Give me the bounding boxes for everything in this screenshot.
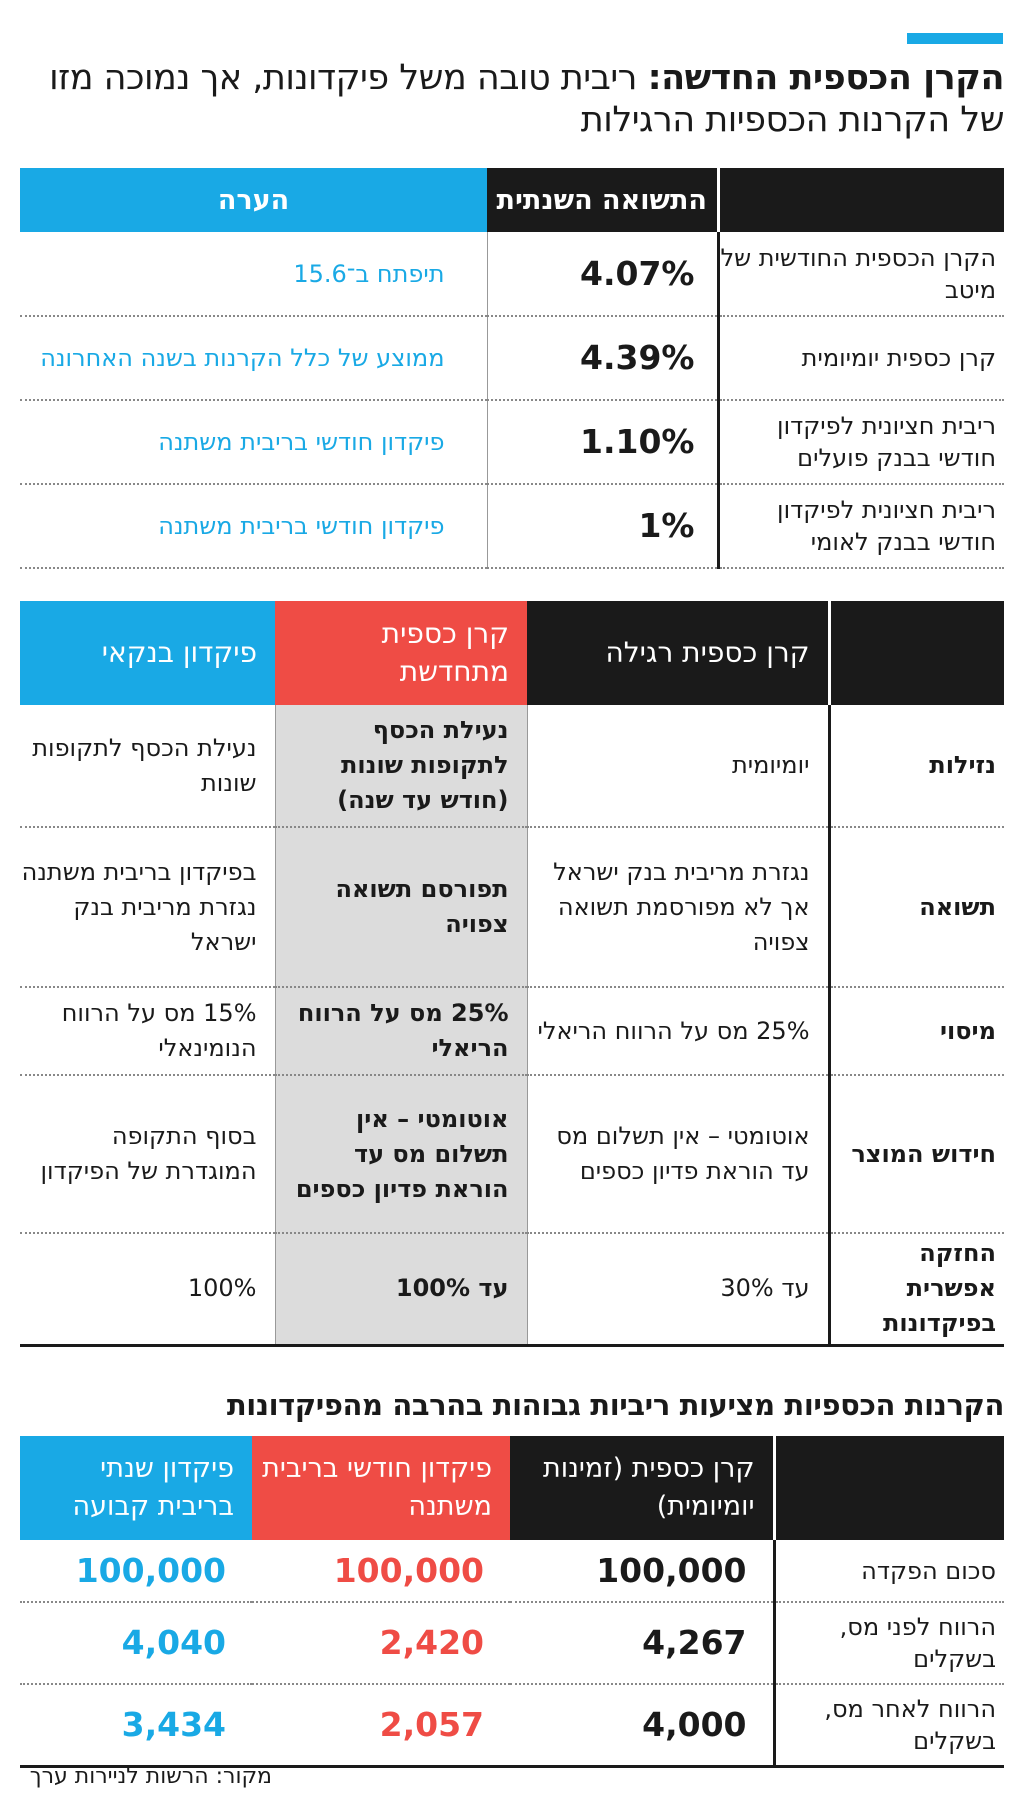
row-label: ריבית חציונית לפיקדון חודשי בבנק פועלים: [716, 400, 1004, 485]
table-row: הרווח לפני מס, בשקלים 4,267 2,420 4,040: [20, 1602, 1004, 1685]
annual-deposit-value: 100,000: [20, 1540, 252, 1603]
table-header-bank-deposit: פיקדון בנקאי: [20, 601, 275, 705]
bank-deposit-cell: 15% מס על הרווח הנומינאלי: [20, 987, 275, 1076]
source-credit: מקור: הרשות לניירות ערך: [29, 1764, 272, 1789]
row-value: 4.39%: [486, 316, 718, 401]
bank-deposit-cell: נעילת הכסף לתקופות שונות: [20, 705, 275, 828]
table-row: קרן כספית יומיומית 4.39% ממוצע של כלל הק…: [20, 316, 1004, 401]
table-header-regular-fund: קרן כספית רגילה: [527, 601, 831, 705]
row-value: 4.07%: [486, 232, 718, 317]
table-row: חידוש המוצר אוטומטי – אין תשלום מס עד הו…: [20, 1075, 1004, 1234]
table-header-annual-return: התשואה השנתית: [487, 168, 720, 232]
regular-fund-cell: 25% מס על הרווח הריאלי: [526, 987, 829, 1076]
renewing-fund-cell: עד 100%: [274, 1233, 527, 1347]
regular-fund-cell: יומיומית: [526, 705, 829, 828]
profit-comparison-table: קרן כספית (זמינות יומיומית) פיקדון חודשי…: [20, 1436, 1004, 1768]
row-value: 1.10%: [486, 400, 718, 485]
row-label: החזקה אפשרית בפיקדונות: [827, 1233, 1004, 1347]
table-header-blank: [774, 1436, 1004, 1540]
renewing-fund-cell: 25% מס על הרווח הריאלי: [274, 987, 527, 1076]
row-label: קרן כספית יומיומית: [716, 316, 1004, 401]
bank-deposit-cell: 100%: [20, 1233, 275, 1347]
regular-fund-cell: עד 30%: [526, 1233, 829, 1347]
bank-deposit-cell: בסוף התקופה המוגדרת של הפיקדון: [20, 1075, 275, 1234]
table-row: תשואה נגזרת מריבית בנק ישראל אך לא מפורס…: [20, 827, 1004, 988]
money-fund-value: 100,000: [510, 1540, 774, 1603]
money-fund-value: 4,000: [510, 1684, 774, 1768]
row-label: ריבית חציונית לפיקדון חודשי בבנק לאומי: [716, 484, 1004, 569]
section-title: הקרנות הכספיות מציעות ריביות גבוהות בהרב…: [226, 1388, 1005, 1422]
monthly-deposit-value: 2,420: [252, 1602, 510, 1685]
table-header-money-fund: קרן כספית (זמינות יומיומית): [510, 1436, 776, 1540]
row-label: תשואה: [827, 827, 1004, 988]
headline-rest: ריבית טובה משל פיקדונות, אך נמוכה מזו של…: [49, 58, 1004, 140]
table-header-note: הערה: [20, 168, 487, 232]
regular-fund-cell: נגזרת מריבית בנק ישראל אך לא מפורסמת תשו…: [526, 827, 829, 988]
table-row: הרווח לאחר מס, בשקלים 4,000 2,057 3,434: [20, 1684, 1004, 1768]
annual-deposit-value: 3,434: [20, 1684, 252, 1768]
row-note: פיקדון חודשי בריבית משתנה: [20, 400, 487, 485]
row-label: נזילות: [827, 705, 1004, 828]
table-header-blank: [718, 168, 1004, 232]
table-header-annual-deposit: פיקדון שנתי בריבית קבועה: [20, 1436, 252, 1540]
table-header-renewing-fund: קרן כספית מתחדשת: [275, 601, 527, 705]
row-label: סכום הפקדה: [772, 1540, 1004, 1603]
headline: הקרן הכספית החדשה: ריבית טובה משל פיקדונ…: [20, 57, 1004, 141]
table-row: החזקה אפשרית בפיקדונות עד 30% עד 100% 10…: [20, 1233, 1004, 1347]
accent-bar: [907, 33, 1003, 44]
monthly-deposit-value: 2,057: [252, 1684, 510, 1768]
row-note: ממוצע של כלל הקרנות בשנה האחרונה: [20, 316, 487, 401]
renewing-fund-cell: אוטומטי – אין תשלום מס עד הוראת פדיון כס…: [274, 1075, 527, 1234]
table-row: סכום הפקדה 100,000 100,000 100,000: [20, 1540, 1004, 1603]
table-header-row: התשואה השנתית הערה: [20, 168, 1004, 232]
row-value: 1%: [486, 484, 718, 569]
table-row: ריבית חציונית לפיקדון חודשי בבנק פועלים …: [20, 400, 1004, 485]
regular-fund-cell: אוטומטי – אין תשלום מס עד הוראת פדיון כס…: [526, 1075, 829, 1234]
row-label: הקרן הכספית החודשית של מיטב: [716, 232, 1004, 317]
table-row: הקרן הכספית החודשית של מיטב 4.07% תיפתח …: [20, 232, 1004, 317]
table-row: ריבית חציונית לפיקדון חודשי בבנק לאומי 1…: [20, 484, 1004, 569]
row-note: תיפתח ב־15.6: [20, 232, 487, 317]
monthly-deposit-value: 100,000: [252, 1540, 510, 1603]
money-fund-value: 4,267: [510, 1602, 774, 1685]
table-header-monthly-deposit: פיקדון חודשי בריבית משתנה: [252, 1436, 510, 1540]
annual-return-table: התשואה השנתית הערה הקרן הכספית החודשית ש…: [20, 168, 1004, 569]
table-row: נזילות יומיומית נעילת הכסף לתקופות שונות…: [20, 705, 1004, 828]
bank-deposit-cell: בפיקדון בריבית משתנה נגזרת מריבית בנק יש…: [20, 827, 275, 988]
row-label: הרווח לאחר מס, בשקלים: [772, 1684, 1004, 1768]
renewing-fund-cell: תפורסם תשואה צפויה: [274, 827, 527, 988]
table-header-blank: [829, 601, 1004, 705]
row-note: פיקדון חודשי בריבית משתנה: [20, 484, 487, 569]
table-header-row: קרן כספית (זמינות יומיומית) פיקדון חודשי…: [20, 1436, 1004, 1540]
fund-comparison-table: קרן כספית רגילה קרן כספית מתחדשת פיקדון …: [20, 601, 1004, 1347]
annual-deposit-value: 4,040: [20, 1602, 252, 1685]
renewing-fund-cell: נעילת הכסף לתקופות שונות (חודש עד שנה): [274, 705, 527, 828]
table-header-row: קרן כספית רגילה קרן כספית מתחדשת פיקדון …: [20, 601, 1004, 705]
row-label: חידוש המוצר: [827, 1075, 1004, 1234]
row-label: הרווח לפני מס, בשקלים: [772, 1602, 1004, 1685]
row-label: מיסוי: [827, 987, 1004, 1076]
table-row: מיסוי 25% מס על הרווח הריאלי 25% מס על ה…: [20, 987, 1004, 1076]
headline-lead: הקרן הכספית החדשה:: [647, 58, 1005, 98]
